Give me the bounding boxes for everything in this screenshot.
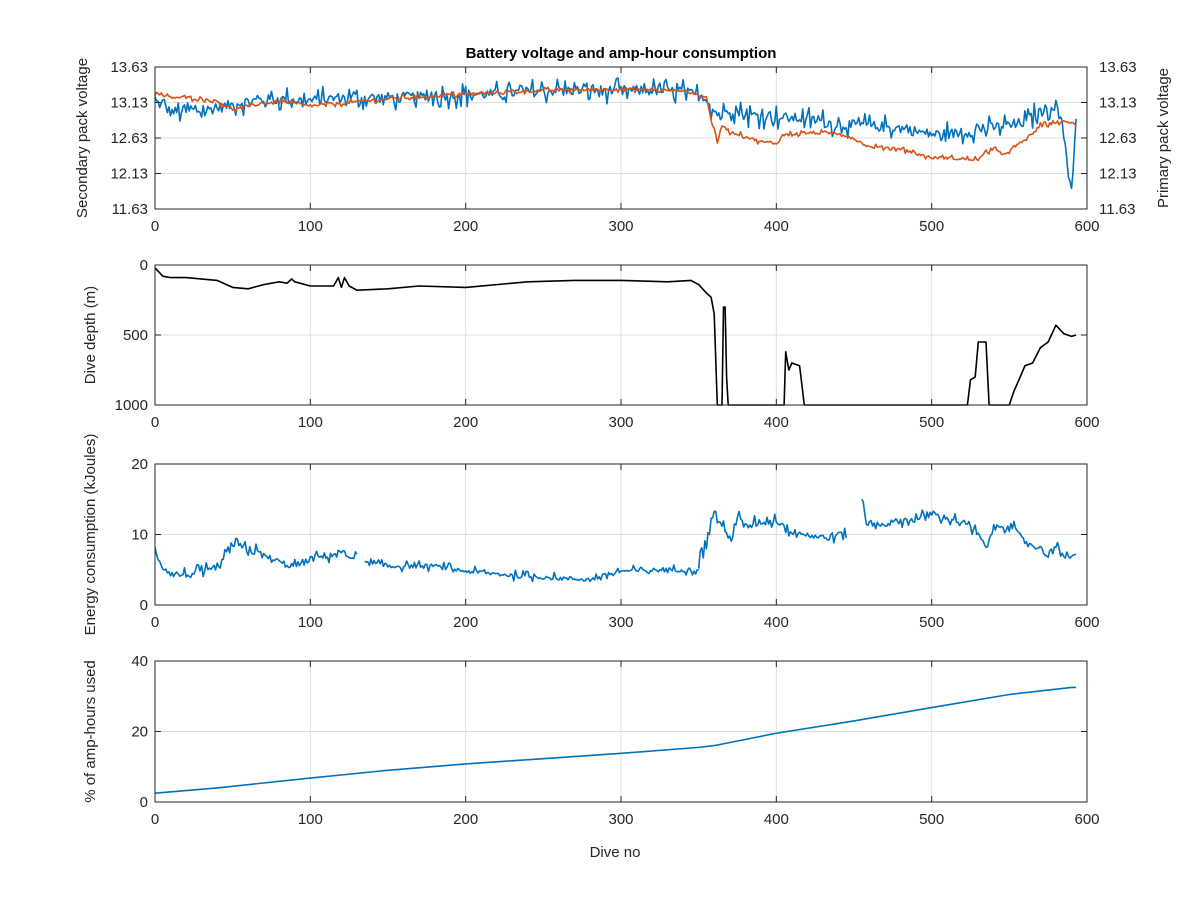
subplot-2: 0 100 200 300 400 500 600 0 500 1000 Dive depth (m… <box>82 257 1100 431</box>
series-line-4 <box>861 498 1077 559</box>
x-tick-label: 300 <box>608 614 633 631</box>
x-tick-label: 600 <box>1074 614 1099 631</box>
series-line-2 <box>154 86 1077 162</box>
y-tick-label: 12.13 <box>110 166 148 183</box>
y-right-tick-label: 12.13 <box>1099 166 1137 183</box>
subplot-1: 0 100 200 300 400 500 60011.6312.1312.6313.131… <box>74 45 1172 235</box>
x-tick-label: 500 <box>919 614 944 631</box>
series-line-1 <box>154 267 1077 406</box>
series-line-1 <box>154 537 358 579</box>
x-tick-label: 200 <box>453 811 478 828</box>
y-axis-label: % of amp-hours used <box>82 660 99 803</box>
y-tick-label: 40 <box>131 653 148 670</box>
x-tick-label: 400 <box>764 414 789 431</box>
y-tick-label: 11.63 <box>112 201 148 218</box>
subplot-3: 0 100 200 300 400 500 600 0 10 20 Energy consumpti… <box>82 434 1100 636</box>
x-tick-label: 0 <box>151 414 159 431</box>
x-tick-label: 600 <box>1074 811 1099 828</box>
x-axis-label: Dive no <box>590 844 641 861</box>
x-tick-label: 100 <box>298 614 323 631</box>
x-tick-label: 300 <box>608 218 633 235</box>
y-tick-label: 12.63 <box>110 130 148 147</box>
x-tick-label: 400 <box>764 811 789 828</box>
x-tick-label: 500 <box>919 218 944 235</box>
x-tick-label: 200 <box>453 218 478 235</box>
x-tick-label: 400 <box>764 614 789 631</box>
y-tick-label: 0 <box>140 794 148 811</box>
x-tick-label: 0 <box>151 614 159 631</box>
x-tick-label: 400 <box>764 218 789 235</box>
y-tick-label: 20 <box>131 456 148 473</box>
series-line-3 <box>697 510 847 569</box>
y-right-tick-label: 11.63 <box>1099 201 1135 218</box>
y-tick-label: 500 <box>123 327 148 344</box>
y-tick-label: 13.13 <box>110 95 148 112</box>
y-right-tick-label: 13.63 <box>1099 59 1137 76</box>
y-axis-label: Energy consumption (kJoules) <box>82 434 99 636</box>
x-tick-label: 200 <box>453 414 478 431</box>
chart-title: Battery voltage and amp-hour consumption <box>466 45 777 62</box>
x-tick-label: 100 <box>298 218 323 235</box>
x-tick-label: 200 <box>453 614 478 631</box>
y-tick-label: 10 <box>131 527 148 544</box>
x-tick-label: 100 <box>298 414 323 431</box>
y-right-tick-label: 13.13 <box>1099 95 1137 112</box>
y-tick-label: 0 <box>140 257 148 274</box>
x-tick-label: 600 <box>1074 414 1099 431</box>
y-axis-label-right: Primary pack voltage <box>1155 68 1172 208</box>
series-line-1 <box>154 77 1077 190</box>
series-line-1 <box>154 686 1077 794</box>
y-tick-label: 0 <box>140 597 148 614</box>
x-tick-label: 100 <box>298 811 323 828</box>
y-tick-label: 13.63 <box>110 59 148 76</box>
y-right-tick-label: 12.63 <box>1099 130 1137 147</box>
x-tick-label: 500 <box>919 414 944 431</box>
x-tick-label: 500 <box>919 811 944 828</box>
x-tick-label: 600 <box>1074 218 1099 235</box>
y-axis-label: Dive depth (m) <box>82 286 99 384</box>
x-tick-label: 300 <box>608 811 633 828</box>
y-tick-label: 1000 <box>115 397 148 414</box>
y-axis-label: Secondary pack voltage <box>74 58 91 218</box>
x-tick-label: 300 <box>608 414 633 431</box>
x-tick-label: 0 <box>151 218 159 235</box>
x-tick-label: 0 <box>151 811 159 828</box>
series-line-2 <box>364 558 699 583</box>
y-tick-label: 20 <box>131 724 148 741</box>
subplot-4: 0 100 200 300 400 500 600 0 20 40 % of amp-hours u… <box>82 653 1100 861</box>
